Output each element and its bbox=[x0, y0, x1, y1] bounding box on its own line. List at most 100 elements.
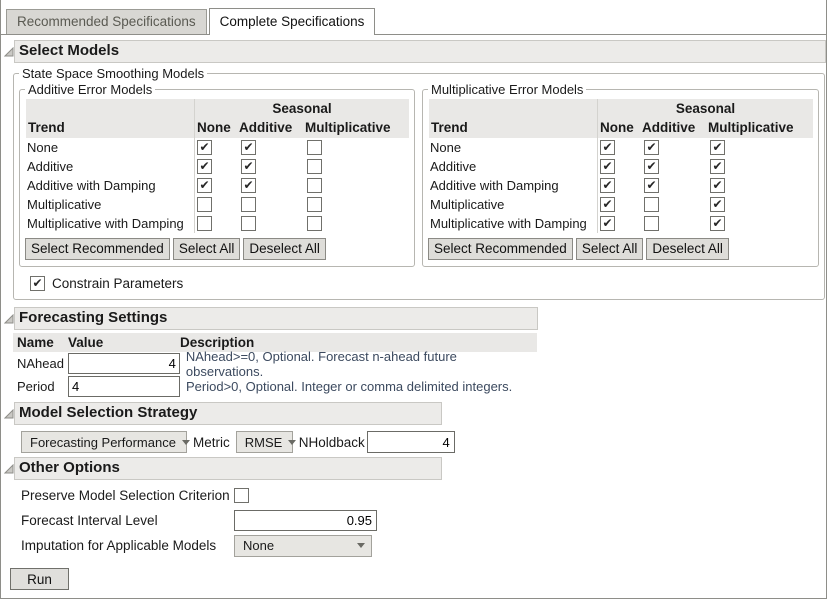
table-header-row: Seasonal bbox=[429, 99, 813, 118]
imputation-label: Imputation for Applicable Models bbox=[21, 538, 217, 553]
forecast-interval-level-input[interactable] bbox=[234, 510, 377, 531]
select-models-title: Select Models bbox=[14, 40, 826, 63]
model-checkbox[interactable] bbox=[307, 178, 322, 193]
deselect-all-button[interactable]: Deselect All bbox=[243, 238, 326, 260]
period-description: Period>0, Optional. Integer or comma del… bbox=[186, 379, 513, 394]
constrain-parameters-checkbox[interactable]: ✔ bbox=[30, 276, 45, 291]
model-selection-strategy-title: Model Selection Strategy bbox=[14, 402, 442, 425]
model-checkbox[interactable] bbox=[307, 140, 322, 155]
model-checkbox[interactable]: ✔ bbox=[197, 178, 212, 193]
additive-error-models-group: Additive Error Models Seasonal Trend Non… bbox=[19, 82, 415, 267]
forecast-interval-level-row: Forecast Interval Level bbox=[21, 508, 826, 533]
model-checkbox[interactable]: ✔ bbox=[600, 178, 615, 193]
model-checkbox[interactable] bbox=[307, 216, 322, 231]
model-checkbox[interactable]: ✔ bbox=[600, 159, 615, 174]
model-checkbox[interactable] bbox=[241, 216, 256, 231]
other-options-title: Other Options bbox=[14, 457, 442, 480]
panel-title: Multiplicative Error Models bbox=[431, 82, 584, 97]
model-table: Seasonal Trend None Additive Multiplicat… bbox=[429, 99, 813, 233]
model-checkbox[interactable]: ✔ bbox=[197, 140, 212, 155]
select-recommended-button[interactable]: Select Recommended bbox=[428, 238, 573, 260]
tab-content: Select Models State Space Smoothing Mode… bbox=[1, 34, 826, 590]
table-row: None ✔ ✔ bbox=[26, 138, 409, 157]
column-header-multiplicative: Multiplicative bbox=[305, 120, 391, 135]
model-checkbox[interactable]: ✔ bbox=[600, 216, 615, 231]
name-column-header: Name bbox=[17, 335, 54, 350]
select-recommended-button[interactable]: Select Recommended bbox=[25, 238, 170, 260]
table-row: Additive ✔ ✔ bbox=[26, 157, 409, 176]
model-checkbox[interactable] bbox=[197, 197, 212, 212]
disclosure-triangle-icon[interactable] bbox=[3, 46, 14, 57]
seasonal-header: Seasonal bbox=[597, 99, 813, 118]
column-header-multiplicative: Multiplicative bbox=[708, 120, 794, 135]
model-checkbox[interactable] bbox=[197, 216, 212, 231]
nholdback-label: NHoldback bbox=[298, 434, 365, 450]
table-row: Multiplicative bbox=[26, 195, 409, 214]
preserve-model-selection-checkbox[interactable] bbox=[234, 488, 249, 503]
disclosure-triangle-icon[interactable] bbox=[3, 408, 14, 419]
panel-title: Additive Error Models bbox=[28, 82, 153, 97]
table-row: None ✔ ✔ ✔ bbox=[429, 138, 813, 157]
column-header-additive: Additive bbox=[239, 120, 293, 135]
nahead-input[interactable] bbox=[67, 353, 180, 374]
trend-row-label: None bbox=[27, 140, 59, 155]
other-options-section-header: Other Options bbox=[3, 457, 826, 480]
model-selection-controls: Forecasting Performance Metric RMSE NHol… bbox=[21, 431, 826, 453]
model-checkbox[interactable]: ✔ bbox=[241, 178, 256, 193]
imputation-dropdown[interactable]: None bbox=[234, 534, 372, 557]
strategy-dropdown[interactable]: Forecasting Performance bbox=[21, 431, 187, 453]
trend-row-label: Multiplicative with Damping bbox=[27, 216, 184, 231]
nahead-description: NAhead>=0, Optional. Forecast n-ahead fu… bbox=[185, 348, 457, 379]
model-checkbox[interactable]: ✔ bbox=[710, 159, 725, 174]
nholdback-input[interactable] bbox=[366, 431, 455, 453]
trend-row-label: Multiplicative bbox=[430, 197, 505, 212]
model-checkbox[interactable]: ✔ bbox=[241, 159, 256, 174]
tab-recommended-specifications[interactable]: Recommended Specifications bbox=[6, 9, 207, 34]
metric-label: Metric bbox=[193, 434, 230, 450]
model-checkbox[interactable]: ✔ bbox=[710, 140, 725, 155]
period-input[interactable] bbox=[68, 376, 180, 397]
model-checkbox[interactable]: ✔ bbox=[710, 216, 725, 231]
trend-header: Trend bbox=[431, 120, 468, 135]
disclosure-triangle-icon[interactable] bbox=[3, 463, 14, 474]
trend-row-label: Additive bbox=[430, 159, 477, 174]
model-checkbox[interactable] bbox=[241, 197, 256, 212]
constrain-parameters-label: Constrain Parameters bbox=[52, 276, 184, 291]
metric-dropdown-value: RMSE bbox=[244, 434, 283, 450]
model-checkbox[interactable]: ✔ bbox=[600, 140, 615, 155]
model-table: Seasonal Trend None Additive Multiplicat… bbox=[26, 99, 409, 233]
trend-header: Trend bbox=[28, 120, 65, 135]
select-all-button[interactable]: Select All bbox=[575, 238, 644, 260]
table-row: NAhead NAhead>=0, Optional. Forecast n-a… bbox=[13, 349, 537, 379]
state-space-smoothing-models-group: State Space Smoothing Models Additive Er… bbox=[13, 66, 825, 300]
model-checkbox[interactable] bbox=[307, 197, 322, 212]
model-checkbox[interactable]: ✔ bbox=[644, 178, 659, 193]
run-button[interactable]: Run bbox=[10, 568, 69, 590]
disclosure-triangle-icon[interactable] bbox=[3, 313, 14, 324]
table-row: Multiplicative with Damping ✔ ✔ bbox=[429, 214, 813, 233]
model-checkbox[interactable]: ✔ bbox=[197, 159, 212, 174]
model-checkbox[interactable] bbox=[644, 216, 659, 231]
table-header-row: Trend None Additive Multiplicative bbox=[26, 118, 409, 138]
select-all-button[interactable]: Select All bbox=[172, 238, 241, 260]
model-checkbox[interactable]: ✔ bbox=[710, 178, 725, 193]
description-column-header: Description bbox=[180, 335, 255, 350]
seasonal-header: Seasonal bbox=[194, 99, 409, 118]
table-row: Multiplicative ✔ ✔ bbox=[429, 195, 813, 214]
table-header-row: Seasonal bbox=[26, 99, 409, 118]
model-checkbox[interactable]: ✔ bbox=[644, 140, 659, 155]
model-checkbox[interactable]: ✔ bbox=[600, 197, 615, 212]
model-checkbox[interactable]: ✔ bbox=[241, 140, 256, 155]
deselect-all-button[interactable]: Deselect All bbox=[646, 238, 729, 260]
trend-row-label: Multiplicative with Damping bbox=[430, 216, 587, 231]
metric-dropdown[interactable]: RMSE bbox=[235, 431, 293, 453]
forecasting-settings-section-header: Forecasting Settings bbox=[3, 307, 826, 330]
period-label: Period bbox=[17, 379, 55, 394]
tab-complete-specifications[interactable]: Complete Specifications bbox=[208, 8, 376, 35]
model-checkbox[interactable]: ✔ bbox=[710, 197, 725, 212]
model-checkbox[interactable] bbox=[644, 197, 659, 212]
constrain-parameters-row: ✔ Constrain Parameters bbox=[30, 276, 819, 291]
forecasting-table-header: Name Value Description bbox=[13, 333, 537, 352]
model-checkbox[interactable] bbox=[307, 159, 322, 174]
model-checkbox[interactable]: ✔ bbox=[644, 159, 659, 174]
